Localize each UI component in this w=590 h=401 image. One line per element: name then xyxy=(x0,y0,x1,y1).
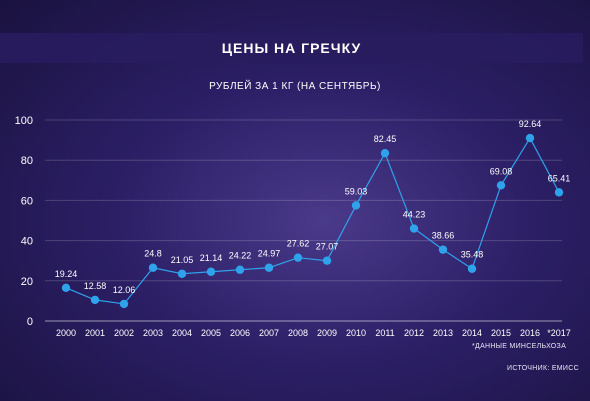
x-tick-label: 2006 xyxy=(230,328,250,338)
data-label: 65.41 xyxy=(548,173,571,183)
data-point xyxy=(322,256,332,265)
data-point xyxy=(554,188,564,197)
data-point xyxy=(264,263,274,272)
x-tick-label: 2015 xyxy=(491,328,511,338)
data-label: 27.07 xyxy=(316,242,339,252)
data-point xyxy=(467,264,477,273)
data-point xyxy=(409,224,419,233)
x-tick-label: 2003 xyxy=(143,328,163,338)
grid-lines xyxy=(45,119,562,322)
x-axis: 2000 2001 2002 2003 2004 2005 2006 2007 2008 2009… xyxy=(56,328,571,338)
data-point xyxy=(496,181,506,190)
x-tick-label: 2004 xyxy=(172,328,192,338)
data-point xyxy=(206,267,216,276)
chart-title: ЦЕНЫ НА ГРЕЧКУ xyxy=(221,40,362,56)
data-point xyxy=(380,148,390,158)
data-label: 92.64 xyxy=(519,119,542,129)
data-point xyxy=(119,299,129,309)
data-label: 19.24 xyxy=(55,269,78,279)
data-labels: 19.24 12.58 12.06 24.8 21.05 21.14 24.22 24.97 2… xyxy=(55,119,571,295)
data-point xyxy=(177,269,187,278)
data-points xyxy=(61,133,564,309)
title-band: ЦЕНЫ НА ГРЕЧКУ xyxy=(0,33,583,63)
x-tick-label: 2007 xyxy=(259,328,279,338)
data-point xyxy=(235,265,245,274)
y-tick-label: 0 xyxy=(27,316,33,328)
data-point xyxy=(438,245,448,254)
y-tick-label: 40 xyxy=(21,236,33,248)
data-label: 12.58 xyxy=(84,281,107,291)
footnote: *ДАННЫЕ МИНСЕЛЬХОЗА xyxy=(472,343,567,350)
x-tick-label: 2010 xyxy=(346,328,366,338)
data-label: 44.23 xyxy=(403,210,426,220)
source-note: ИСТОЧНИК: ЕМИСС xyxy=(507,365,579,372)
data-label: 24.8 xyxy=(144,249,162,259)
x-tick-label: *2017 xyxy=(547,328,571,338)
x-tick-label: 2009 xyxy=(317,328,337,338)
x-tick-label: 2008 xyxy=(288,328,308,338)
x-tick-label: 2012 xyxy=(404,328,424,338)
data-label: 21.05 xyxy=(171,255,194,265)
data-label: 27.62 xyxy=(287,239,310,249)
data-label: 21.14 xyxy=(200,253,223,263)
data-label: 59.03 xyxy=(345,186,368,196)
data-point xyxy=(148,263,158,272)
series-line xyxy=(65,136,560,305)
x-tick-label: 2001 xyxy=(85,328,105,338)
data-label: 82.45 xyxy=(374,134,397,144)
y-tick-label: 60 xyxy=(21,195,33,207)
data-label: 35.48 xyxy=(461,250,484,260)
x-tick-label: 2014 xyxy=(462,328,482,338)
x-tick-label: 2013 xyxy=(433,328,453,338)
x-tick-label: 2000 xyxy=(56,328,76,338)
data-label: 12.06 xyxy=(113,285,136,295)
x-tick-label: 2005 xyxy=(201,328,221,338)
y-tick-label: 80 xyxy=(21,155,33,167)
y-tick-label: 20 xyxy=(21,276,33,288)
data-point xyxy=(61,283,71,293)
data-label: 38.66 xyxy=(432,231,455,241)
data-label: 24.22 xyxy=(229,251,252,261)
data-label: 24.97 xyxy=(258,249,281,259)
x-tick-label: 2011 xyxy=(375,328,394,338)
y-axis: 0 20 40 60 80 100 xyxy=(15,115,33,328)
y-tick-label: 100 xyxy=(15,115,33,127)
data-point xyxy=(351,201,361,210)
data-point xyxy=(90,295,100,305)
data-point xyxy=(525,133,535,143)
data-point xyxy=(293,253,303,262)
x-tick-label: 2016 xyxy=(520,328,540,338)
x-tick-label: 2002 xyxy=(114,328,134,338)
chart-subtitle: РУБЛЕЙ ЗА 1 КГ (НА СЕНТЯБРЬ) xyxy=(209,81,381,92)
data-label: 69.08 xyxy=(490,166,513,176)
